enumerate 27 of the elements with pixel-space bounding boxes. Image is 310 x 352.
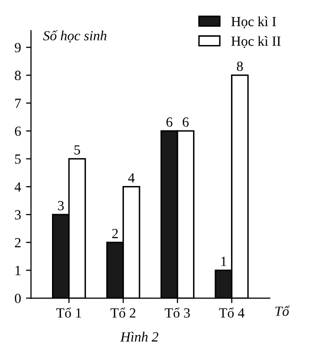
- legend-label: Học kì II: [231, 36, 281, 48]
- y-tick-label: 2: [14, 238, 21, 248]
- data-label: 3: [58, 201, 64, 210]
- data-label: 6: [182, 117, 189, 127]
- data-label: 8: [236, 62, 243, 71]
- y-tick-label: 6: [14, 126, 21, 136]
- y-tick-label: 5: [15, 154, 21, 164]
- y-tick-label: 8: [14, 70, 21, 80]
- x-tick-label: Tổ 1: [56, 307, 82, 318]
- y-tick-label: 1: [16, 266, 20, 276]
- y-tick-label: 7: [15, 98, 21, 108]
- data-label: 6: [166, 117, 172, 127]
- x-tick-label: Tổ 3: [164, 307, 190, 318]
- data-label: 5: [74, 145, 80, 155]
- x-tick-label: Tổ 4: [219, 307, 244, 318]
- y-tick-label: 0: [14, 294, 21, 304]
- y-axis-title: Số học sinh: [43, 30, 106, 43]
- y-tick-label: 9: [14, 42, 21, 52]
- x-axis-title: Tổ: [275, 306, 290, 316]
- data-label: 4: [128, 173, 135, 182]
- x-tick-label: Tổ 2: [110, 307, 136, 318]
- data-label: 2: [112, 228, 118, 238]
- y-tick-label: 3: [14, 210, 21, 220]
- legend-label: Học kì I: [231, 16, 276, 28]
- y-tick-label: 4: [14, 182, 22, 192]
- data-label: 1: [221, 256, 226, 266]
- text: Hình 2: [120, 332, 158, 342]
